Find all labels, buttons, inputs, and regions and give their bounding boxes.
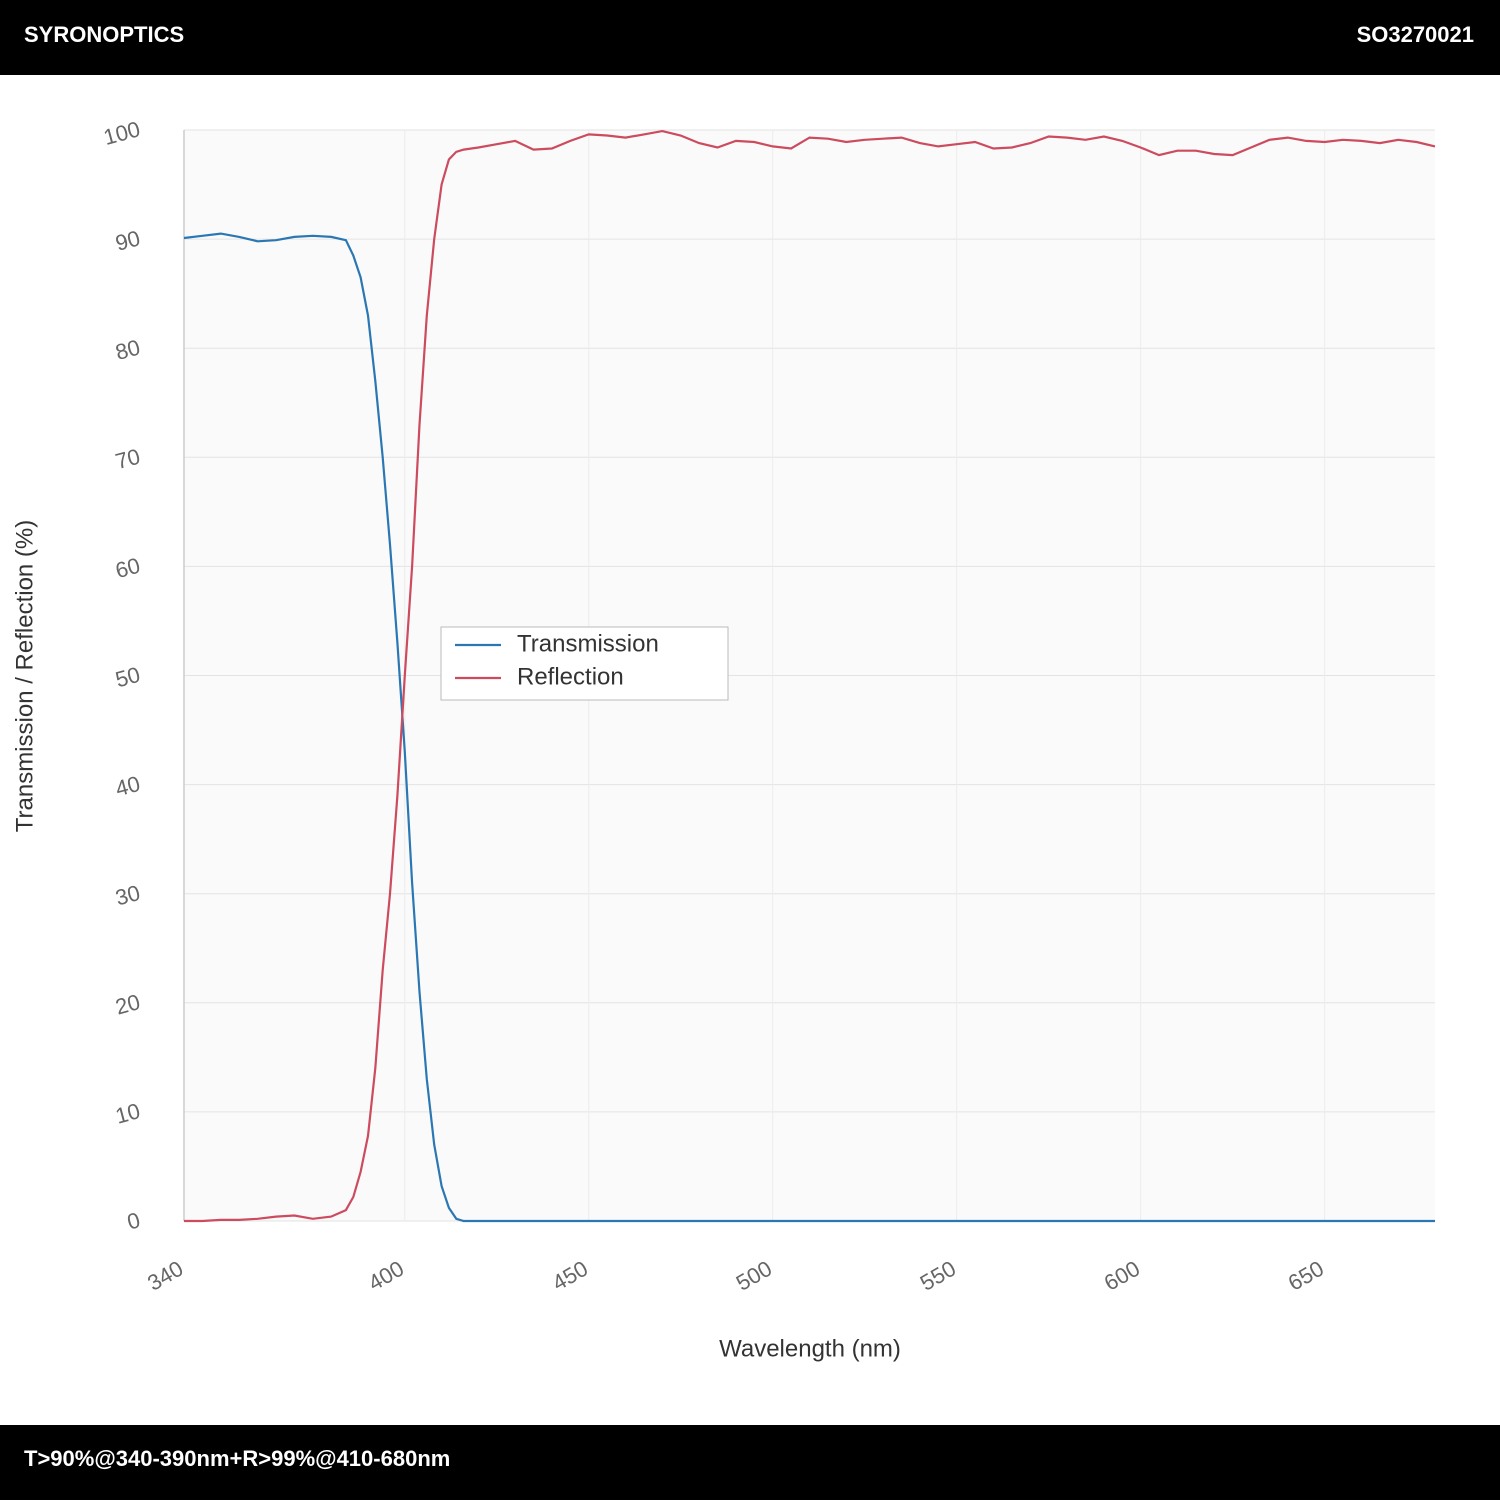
y-tick-label: 50 <box>113 662 143 692</box>
y-tick-label: 10 <box>113 1098 143 1128</box>
y-tick-label: 80 <box>113 334 143 364</box>
brand: SYRONOPTICS <box>24 22 184 47</box>
legend-label: Reflection <box>517 663 624 690</box>
x-tick-label: 500 <box>732 1256 776 1296</box>
legend-label: Transmission <box>517 630 659 657</box>
x-tick-label: 600 <box>1100 1256 1144 1296</box>
x-tick-label: 550 <box>916 1256 960 1296</box>
header-bar <box>0 0 1500 75</box>
y-tick-label: 60 <box>113 553 143 583</box>
x-tick-label: 450 <box>548 1256 592 1296</box>
y-tick-label: 70 <box>113 444 143 474</box>
x-axis-title: Wavelength (nm) <box>719 1335 901 1362</box>
y-tick-label: 30 <box>113 880 143 910</box>
data-line <box>184 129 1436 1223</box>
legend-box <box>440 626 729 701</box>
x-tick-label: 340 <box>143 1256 187 1296</box>
x-tick-label: 400 <box>364 1256 408 1296</box>
y-tick-label: 90 <box>113 225 143 255</box>
y-tick-label: 100 <box>101 116 143 150</box>
y-tick-label: 20 <box>113 989 143 1019</box>
data-line <box>183 232 1435 1223</box>
y-tick-label: 40 <box>113 771 143 801</box>
product-code: SO3270021 <box>1357 22 1474 47</box>
x-tick-label: 650 <box>1284 1256 1328 1296</box>
spec: T>90%@340-390nm+R>99%@410-680nm <box>24 1446 450 1471</box>
y-tick-label: 0 <box>124 1207 142 1234</box>
footer-bar <box>0 1425 1500 1500</box>
y-axis-title: Transmission / Reflection (%) <box>11 520 38 833</box>
